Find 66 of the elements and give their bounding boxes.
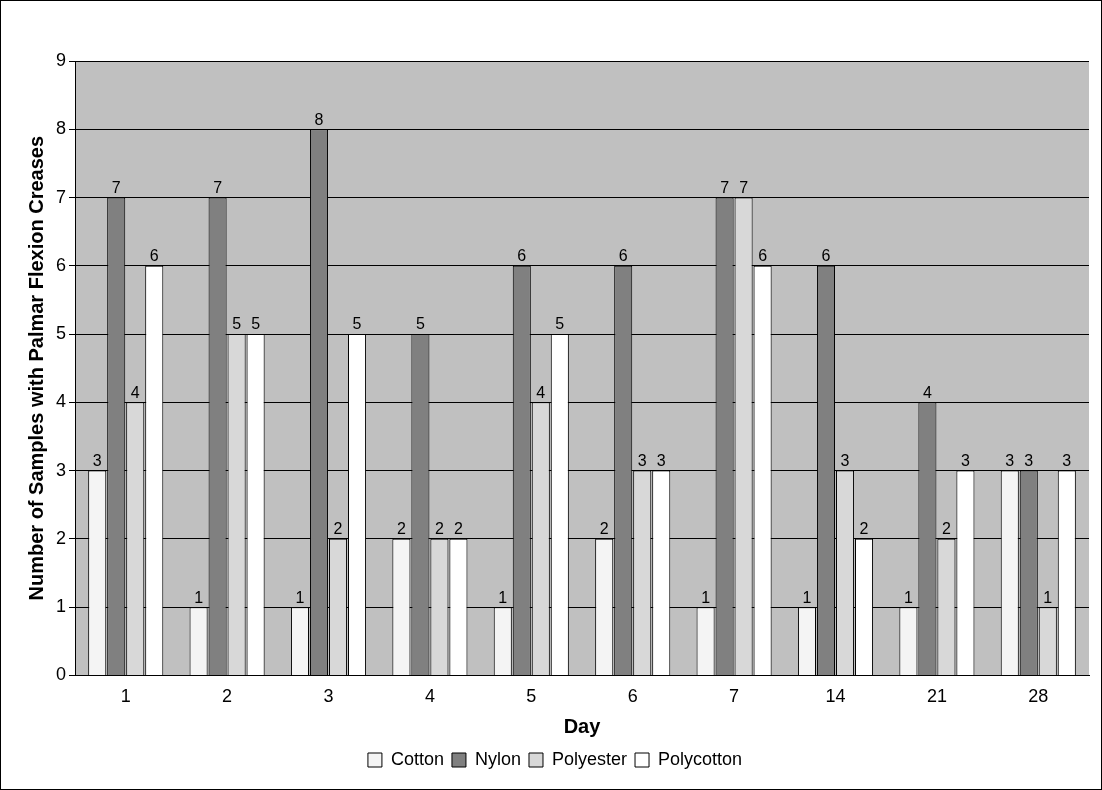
data-label: 7 xyxy=(111,178,121,196)
data-label: 1 xyxy=(802,588,812,606)
data-label: 3 xyxy=(1024,452,1034,470)
data-label: 3 xyxy=(656,452,666,470)
data-label: 3 xyxy=(960,452,970,470)
data-label: 6 xyxy=(821,247,831,265)
data-label: 5 xyxy=(415,315,425,333)
y-tick-label: 5 xyxy=(56,323,67,344)
data-label: 1 xyxy=(295,588,305,606)
data-label: 7 xyxy=(213,178,223,196)
y-tick-label: 8 xyxy=(56,118,67,139)
y-tick-label: 3 xyxy=(56,459,67,480)
data-label: 4 xyxy=(536,383,546,401)
y-tick-label: 4 xyxy=(56,391,67,412)
y-tick-label: 6 xyxy=(56,254,67,275)
data-label: 4 xyxy=(922,383,932,401)
legend-label: Polycotton xyxy=(658,748,743,769)
y-tick-label: 1 xyxy=(56,596,67,617)
data-label: 6 xyxy=(149,247,159,265)
data-label: 3 xyxy=(92,452,102,470)
y-tick-label: 0 xyxy=(56,664,67,685)
x-axis-title: Day xyxy=(563,714,602,737)
data-label: 2 xyxy=(396,520,406,538)
data-label: 2 xyxy=(434,520,444,538)
x-tick-label: 14 xyxy=(825,686,846,707)
y-tick-label: 7 xyxy=(56,186,67,207)
data-label: 3 xyxy=(637,452,647,470)
data-label: 6 xyxy=(517,247,527,265)
x-tick-label: 28 xyxy=(1028,686,1049,707)
data-label: 6 xyxy=(758,247,768,265)
x-tick-label: 5 xyxy=(526,686,537,707)
x-tick-label: 7 xyxy=(729,686,740,707)
data-label: 2 xyxy=(333,520,343,538)
data-label: 3 xyxy=(1062,452,1072,470)
data-label: 6 xyxy=(618,247,628,265)
data-label: 1 xyxy=(903,588,913,606)
data-label: 4 xyxy=(130,383,140,401)
legend-label: Polyester xyxy=(551,748,628,769)
x-tick-label: 1 xyxy=(120,686,131,707)
y-axis-title: Number of Samples with Palmar Flexion Creases xyxy=(24,135,47,601)
data-label: 1 xyxy=(194,588,204,606)
data-label: 5 xyxy=(352,315,362,333)
x-tick-label: 3 xyxy=(323,686,334,707)
data-label: 2 xyxy=(453,520,463,538)
data-label: 1 xyxy=(1043,588,1053,606)
data-label: 8 xyxy=(314,110,324,128)
y-tick-label: 2 xyxy=(56,527,67,548)
data-label: 2 xyxy=(599,520,609,538)
data-label: 3 xyxy=(840,452,850,470)
data-label: 5 xyxy=(232,315,242,333)
data-label: 1 xyxy=(498,588,508,606)
data-label: 1 xyxy=(701,588,711,606)
x-tick-label: 4 xyxy=(424,686,435,707)
x-tick-label: 2 xyxy=(222,686,233,707)
x-tick-label: 21 xyxy=(926,686,947,707)
data-label: 3 xyxy=(1005,452,1015,470)
data-label: 5 xyxy=(555,315,565,333)
data-label: 2 xyxy=(941,520,951,538)
x-tick-label: 6 xyxy=(627,686,638,707)
data-label: 7 xyxy=(739,178,749,196)
y-tick-label: 9 xyxy=(56,49,67,70)
data-label: 2 xyxy=(859,520,869,538)
data-label: 7 xyxy=(720,178,730,196)
legend-label: Nylon xyxy=(474,748,521,769)
legend-label: Cotton xyxy=(390,748,444,769)
data-label: 5 xyxy=(251,315,261,333)
